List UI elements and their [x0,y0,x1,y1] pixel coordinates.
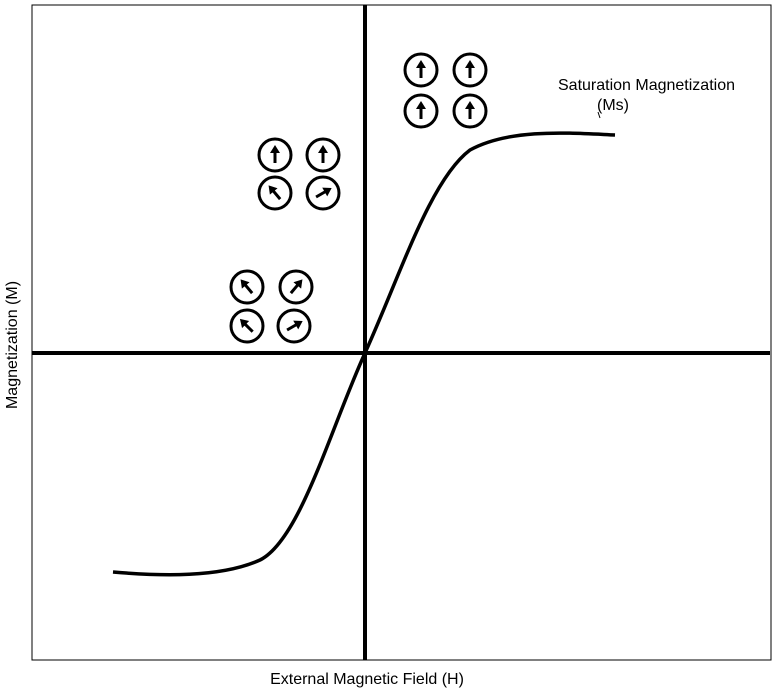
annotation-line2: (Ms) [597,97,629,114]
frame [31,4,772,661]
x-axis-label: External Magnetic Field (H) [270,671,464,688]
magnetization-curve [112,131,616,577]
domain-groups [229,52,488,344]
annotation-tick [597,111,601,119]
annotation-line1: Saturation Magnetization [558,77,735,94]
y-axis-label: Magnetization (M) [4,281,21,409]
